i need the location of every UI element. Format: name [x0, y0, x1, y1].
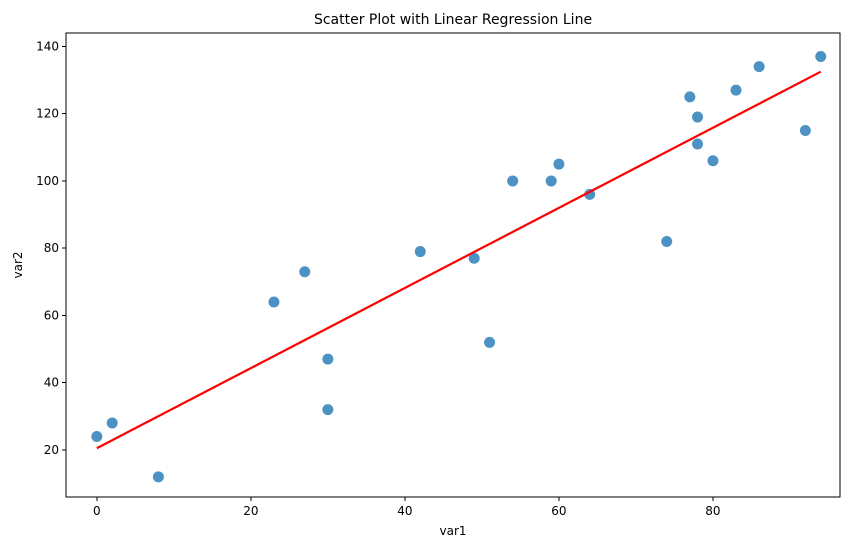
scatter-point	[799, 125, 811, 137]
scatter-point	[322, 353, 334, 365]
scatter-point	[268, 296, 280, 308]
y-tick-label: 20	[44, 443, 59, 457]
scatter-point	[322, 404, 334, 416]
scatter-point	[545, 175, 557, 187]
scatter-point	[684, 91, 696, 103]
scatter-point	[507, 175, 519, 187]
y-tick-label: 40	[44, 376, 59, 390]
x-tick-label: 0	[93, 504, 101, 518]
x-tick-label: 20	[243, 504, 258, 518]
scatter-point	[815, 51, 827, 63]
plot-area	[91, 51, 827, 483]
y-tick-label: 120	[36, 107, 59, 121]
scatter-point	[692, 138, 704, 150]
scatter-point	[106, 417, 118, 429]
chart-title: Scatter Plot with Linear Regression Line	[314, 12, 592, 28]
y-tick-label: 140	[36, 39, 59, 53]
y-axis-label: var2	[11, 251, 25, 278]
y-tick-label: 100	[36, 174, 59, 188]
axes-frame	[65, 32, 841, 498]
scatter-point	[553, 158, 565, 170]
scatter-point	[707, 155, 719, 167]
scatter-point	[91, 430, 103, 442]
y-axis-ticks: 20 40 60 80 100 120 140	[36, 39, 66, 457]
x-tick-label: 40	[397, 504, 412, 518]
y-tick-label: 60	[44, 308, 59, 322]
scatter-point	[299, 266, 311, 278]
x-axis-label: var1	[439, 524, 466, 538]
scatter-point	[414, 246, 426, 258]
scatter-point	[661, 235, 673, 247]
regression-line	[96, 70, 822, 450]
scatter-point	[468, 252, 480, 264]
scatter-point	[753, 61, 765, 73]
scatter-point	[692, 111, 704, 123]
scatter-point	[152, 471, 164, 483]
x-tick-label: 80	[705, 504, 720, 518]
x-axis-ticks: 0 20 40 60 80	[93, 497, 721, 518]
y-tick-label: 80	[44, 241, 59, 255]
x-tick-label: 60	[551, 504, 566, 518]
scatter-point	[730, 84, 742, 96]
scatter-point	[484, 336, 496, 348]
